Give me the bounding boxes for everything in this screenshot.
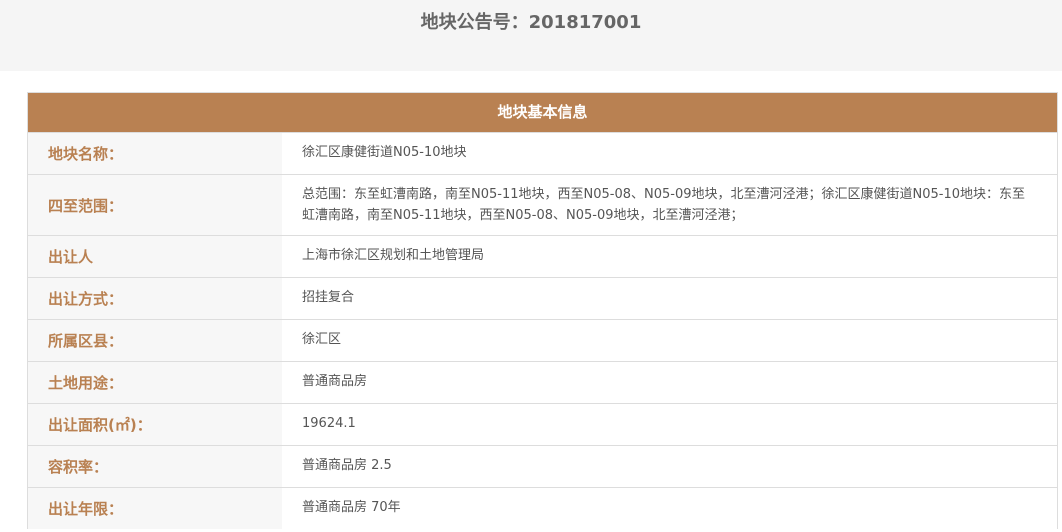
table-row: 地块名称： 徐汇区康健街道N05-10地块 [28, 132, 1057, 174]
table-row: 四至范围： 总范围：东至虹漕南路，南至N05-11地块，西至N05-08、N05-… [28, 174, 1057, 235]
row-value: 徐汇区康健街道N05-10地块 [302, 145, 467, 160]
row-value: 普通商品房 2.5 [302, 458, 392, 473]
table-row: 容积率： 普通商品房 2.5 [28, 445, 1057, 487]
row-value: 上海市徐汇区规划和土地管理局 [302, 248, 485, 263]
table-row: 所属区县： 徐汇区 [28, 319, 1057, 361]
page-title: 地块公告号：201817001 [0, 0, 1062, 71]
row-value: 普通商品房 [302, 374, 368, 389]
row-label: 土地用途： [28, 362, 282, 403]
row-value: 总范围：东至虹漕南路，南至N05-11地块，西至N05-08、N05-09地块，… [302, 187, 1025, 223]
row-label: 容积率： [28, 446, 282, 487]
row-label: 出让面积(㎡)： [28, 404, 282, 445]
table-row: 出让方式： 招挂复合 [28, 277, 1057, 319]
table-row: 出让人 上海市徐汇区规划和土地管理局 [28, 235, 1057, 277]
row-label: 四至范围： [28, 175, 282, 235]
row-label: 所属区县： [28, 320, 282, 361]
land-info-table: 地块基本信息 地块名称： 徐汇区康健街道N05-10地块四至范围： 总范围：东至虹漕… [27, 92, 1058, 529]
table-row: 出让年限： 普通商品房 70年 [28, 487, 1057, 529]
row-value: 徐汇区 [302, 332, 342, 347]
row-label: 地块名称： [28, 133, 282, 174]
row-value: 19624.1 [302, 416, 356, 431]
row-label: 出让人 [28, 236, 282, 277]
row-label: 出让年限： [28, 488, 282, 529]
table-row: 出让面积(㎡)： 19624.1 [28, 403, 1057, 445]
table-row: 土地用途： 普通商品房 [28, 361, 1057, 403]
row-value: 招挂复合 [302, 290, 355, 305]
row-label: 出让方式： [28, 278, 282, 319]
section-title: 地块基本信息 [28, 93, 1057, 132]
row-value: 普通商品房 70年 [302, 500, 401, 515]
